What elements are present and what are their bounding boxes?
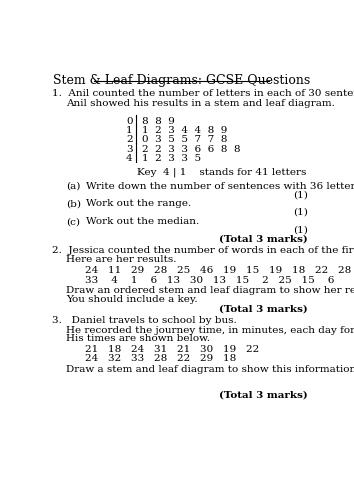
Text: (c): (c) [66,217,80,226]
Text: (1): (1) [293,208,308,217]
Text: (a): (a) [66,182,80,190]
Text: (1): (1) [293,226,308,234]
Text: Draw an ordered stem and leaf diagram to show her results.: Draw an ordered stem and leaf diagram to… [66,286,354,296]
Text: His times are shown below.: His times are shown below. [66,334,210,343]
Text: 21   18   24   31   21   30   19   22: 21 18 24 31 21 30 19 22 [85,345,259,354]
Text: (Total 3 marks): (Total 3 marks) [219,304,308,313]
Text: You should include a key.: You should include a key. [66,295,198,304]
Text: Stem & Leaf Diagrams: GCSE Questions: Stem & Leaf Diagrams: GCSE Questions [53,74,310,87]
Text: 1: 1 [126,126,133,135]
Text: 1.  Anil counted the number of letters in each of 30 sentences in a newspaper.: 1. Anil counted the number of letters in… [52,90,354,98]
Text: 1  2  3  4  4  8  9: 1 2 3 4 4 8 9 [142,126,227,135]
Text: 33    4    1    6   13   30   13   15    2   25   15    6: 33 4 1 6 13 30 13 15 2 25 15 6 [85,276,334,284]
Text: 2.  Jessica counted the number of words in each of the first 25 sentences of a b: 2. Jessica counted the number of words i… [52,246,354,254]
Text: 3.   Daniel travels to school by bus.: 3. Daniel travels to school by bus. [52,316,237,326]
Text: 8  8  9: 8 8 9 [142,117,175,126]
Text: 24   32   33   28   22   29   18: 24 32 33 28 22 29 18 [85,354,236,363]
Text: 24   11   29   28   25   46   19   15   19   18   22   28   22: 24 11 29 28 25 46 19 15 19 18 22 28 22 [85,266,354,274]
Text: 0  3  5  5  7  7  8: 0 3 5 5 7 7 8 [142,136,227,144]
Text: (Total 3 marks): (Total 3 marks) [219,235,308,244]
Text: 2  2  3  3  6  6  8  8: 2 2 3 3 6 6 8 8 [142,144,240,154]
Text: Key  4 | 1    stands for 41 letters: Key 4 | 1 stands for 41 letters [137,168,307,177]
Text: Draw a stem and leaf diagram to show this information.: Draw a stem and leaf diagram to show thi… [66,365,354,374]
Text: (b): (b) [66,200,81,208]
Text: 2: 2 [126,136,133,144]
Text: Anil showed his results in a stem and leaf diagram.: Anil showed his results in a stem and le… [66,100,335,108]
Text: Work out the range.: Work out the range. [86,200,192,208]
Text: 1  2  3  3  5: 1 2 3 3 5 [142,154,201,163]
Text: Work out the median.: Work out the median. [86,217,199,226]
Text: (1): (1) [293,190,308,199]
Text: Write down the number of sentences with 36 letters.: Write down the number of sentences with … [86,182,354,190]
Text: (Total 3 marks): (Total 3 marks) [219,390,308,400]
Text: 3: 3 [126,144,133,154]
Text: He recorded the journey time, in minutes, each day for fifteen days.: He recorded the journey time, in minutes… [66,326,354,334]
Text: Here are her results.: Here are her results. [66,255,176,264]
Text: 0: 0 [126,117,133,126]
Text: 4: 4 [126,154,133,163]
